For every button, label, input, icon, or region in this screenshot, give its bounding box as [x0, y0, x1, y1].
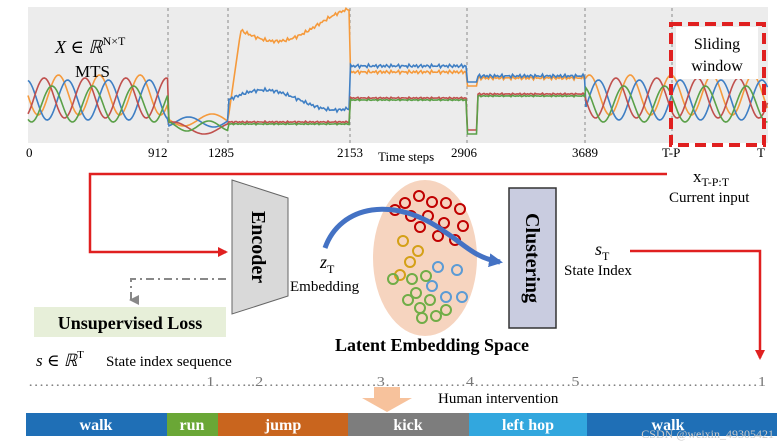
encoder: Encoder — [231, 179, 289, 315]
activity-kick — [348, 413, 469, 436]
state-label: State Index — [564, 263, 632, 279]
embedding-point — [387, 273, 399, 285]
embedding-point — [440, 291, 452, 303]
clustering: Clustering — [508, 187, 557, 329]
state-sequence: s ∈ ℝT State index sequence ……………………………1… — [28, 349, 766, 390]
embedding-point — [399, 197, 411, 209]
embedding-arrow — [322, 206, 503, 268]
activity-walk — [26, 413, 167, 436]
unsupervised-loss: Unsupervised Loss — [34, 307, 226, 337]
sliding-window-box — [669, 22, 766, 147]
embedding-label: Embedding — [290, 279, 360, 295]
tick-3689: 3689 — [572, 145, 598, 160]
tick-2906: 2906 — [451, 145, 478, 160]
activity-bar: walk run jump kick left hop walk — [26, 413, 777, 436]
embedding-point — [438, 217, 450, 229]
intervention-arrow — [362, 387, 412, 412]
embedding-point — [412, 245, 424, 257]
sliding-window-label-bg — [676, 27, 758, 79]
embedding-point — [413, 190, 425, 202]
human-intervention: Human intervention — [362, 387, 559, 412]
embedding-point — [406, 273, 418, 285]
embedding-point — [426, 280, 438, 292]
state-arrow — [630, 249, 765, 360]
embedding-point — [432, 230, 444, 242]
embedding-symbol: zT — [319, 252, 335, 276]
activity-run — [167, 413, 218, 436]
activity-left-hop — [469, 413, 587, 436]
embedding-point — [454, 203, 466, 215]
series-red — [27, 77, 769, 135]
activity-walk-2 — [587, 413, 777, 436]
embedding-point — [432, 261, 444, 273]
embedding-point — [457, 220, 469, 232]
state-index: sT State Index — [564, 239, 632, 279]
mts-formula: X ∈ ℝN×T — [54, 34, 126, 57]
clustering-label: Clustering — [521, 213, 543, 303]
activity-walk-label: walk — [80, 417, 113, 434]
x-axis-label: Time steps — [378, 149, 434, 164]
tick-t-p: T-P — [662, 145, 680, 160]
sequence-formula: s ∈ ℝT — [36, 349, 84, 370]
clustering-box — [508, 187, 557, 329]
embedding-point — [440, 304, 452, 316]
watermark: CSDN @weixin_49305421 — [641, 427, 774, 441]
input-arrow — [88, 172, 667, 257]
embedding-point — [410, 287, 422, 299]
tick-2153: 2153 — [337, 145, 363, 160]
encoder-trapezoid — [231, 179, 289, 315]
current-input: xT-P:T Current input — [669, 167, 750, 206]
embedding-point — [440, 197, 452, 209]
embedding-point — [397, 235, 409, 247]
activity-kick-label: kick — [393, 417, 422, 434]
activity-left-hop-label: left hop — [502, 417, 554, 434]
sliding-window-label-2: window — [691, 58, 743, 75]
activity-jump — [218, 413, 348, 436]
activity-jump-label: jump — [264, 417, 302, 434]
loss-box — [34, 307, 226, 337]
embedding-point — [456, 291, 468, 303]
tick-1285: 1285 — [208, 145, 234, 160]
mts-label: MTS — [75, 62, 110, 81]
embedding-point — [420, 270, 432, 282]
tick-0: 0 — [26, 145, 33, 160]
series-green — [27, 85, 768, 135]
embedding-point — [416, 312, 428, 324]
loss-label: Unsupervised Loss — [58, 313, 203, 333]
intervention-label: Human intervention — [438, 391, 559, 407]
tick-t: T — [757, 145, 765, 160]
mts-plot: X ∈ ℝN×T MTS 0 912 1285 2153 Time steps … — [26, 6, 769, 164]
latent-label: Latent Embedding Space — [335, 335, 529, 355]
state-symbol: sT — [595, 239, 610, 263]
mts-series — [27, 6, 769, 135]
latent-space: Latent Embedding Space — [322, 180, 529, 355]
activity-run-label: run — [180, 417, 205, 434]
current-input-label: Current input — [669, 190, 750, 206]
embedding-point — [430, 310, 442, 322]
embedding-point — [404, 256, 416, 268]
sequence-dots: ……………………………1……..2…………………3……………4………………5……… — [28, 375, 766, 390]
embedding-point — [451, 264, 463, 276]
series-blue — [27, 62, 769, 128]
tick-912: 912 — [148, 145, 168, 160]
embedding-point — [426, 196, 438, 208]
sequence-label: State index sequence — [106, 354, 232, 370]
loss-feedback-arrow — [129, 278, 226, 305]
embedding: zT Embedding — [290, 252, 360, 295]
current-input-symbol: xT-P:T — [693, 167, 730, 189]
sliding-window-label: Sliding — [694, 36, 740, 53]
embedding-point — [424, 294, 436, 306]
embedding-point — [402, 294, 414, 306]
encoder-label: Encoder — [247, 211, 269, 283]
activity-walk-2-label: walk — [652, 417, 685, 434]
embedding-point — [414, 221, 426, 233]
